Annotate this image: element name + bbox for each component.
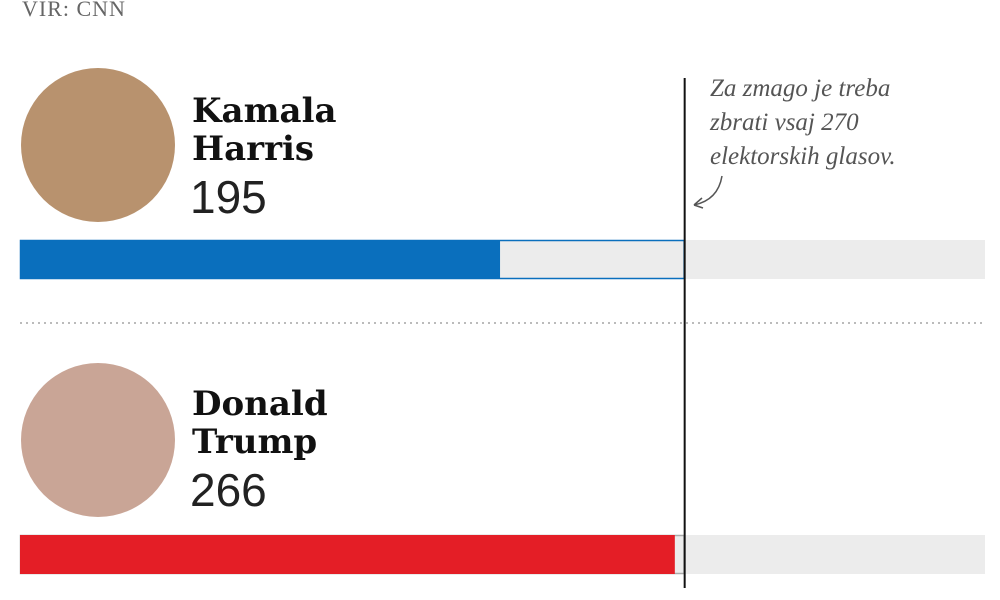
annotation: Za zmago je treba zbrati vsaj 270 elekto… xyxy=(710,75,896,170)
photo xyxy=(21,68,175,222)
arrow xyxy=(693,175,723,209)
photo xyxy=(21,363,175,517)
source: VIR: CNN xyxy=(22,0,126,21)
bar xyxy=(20,535,675,574)
candidate-name: Donald Trump xyxy=(192,384,328,462)
candidate-votes: 266 xyxy=(190,464,267,516)
candidate-votes: 195 xyxy=(190,171,267,223)
bar xyxy=(20,240,501,279)
candidate-name: Kamala Harris xyxy=(192,91,337,169)
